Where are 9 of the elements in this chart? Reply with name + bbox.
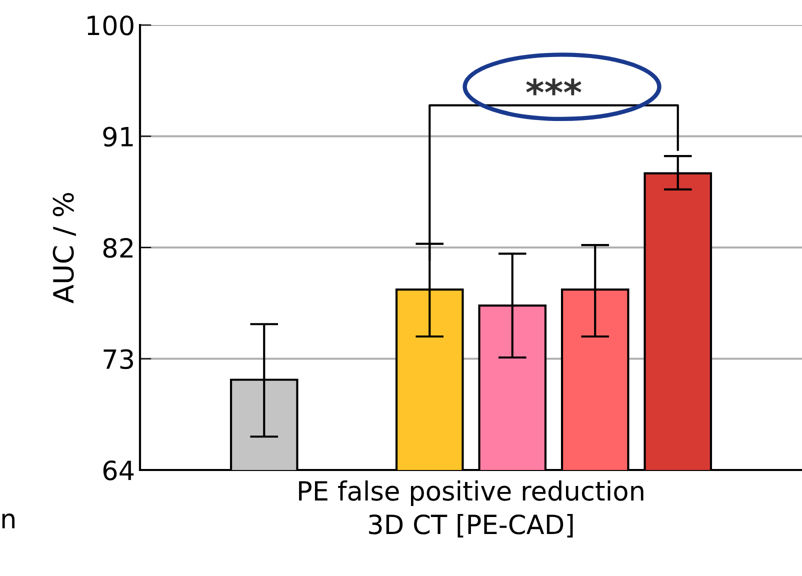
y-tick-label: 82 xyxy=(103,238,132,258)
text: n xyxy=(2,514,14,528)
y-tick-label: 73 xyxy=(104,349,134,370)
y-tick-label: 64 xyxy=(103,460,134,480)
annotation: *** xyxy=(526,78,582,96)
y-tick-label: 91 xyxy=(103,126,133,147)
y-axis-title: AUC / % xyxy=(52,192,76,304)
x-axis-title: PE false positive reduction 3D CT [PE-CAD] xyxy=(299,480,644,538)
y-tick-label: 100 xyxy=(88,15,134,36)
